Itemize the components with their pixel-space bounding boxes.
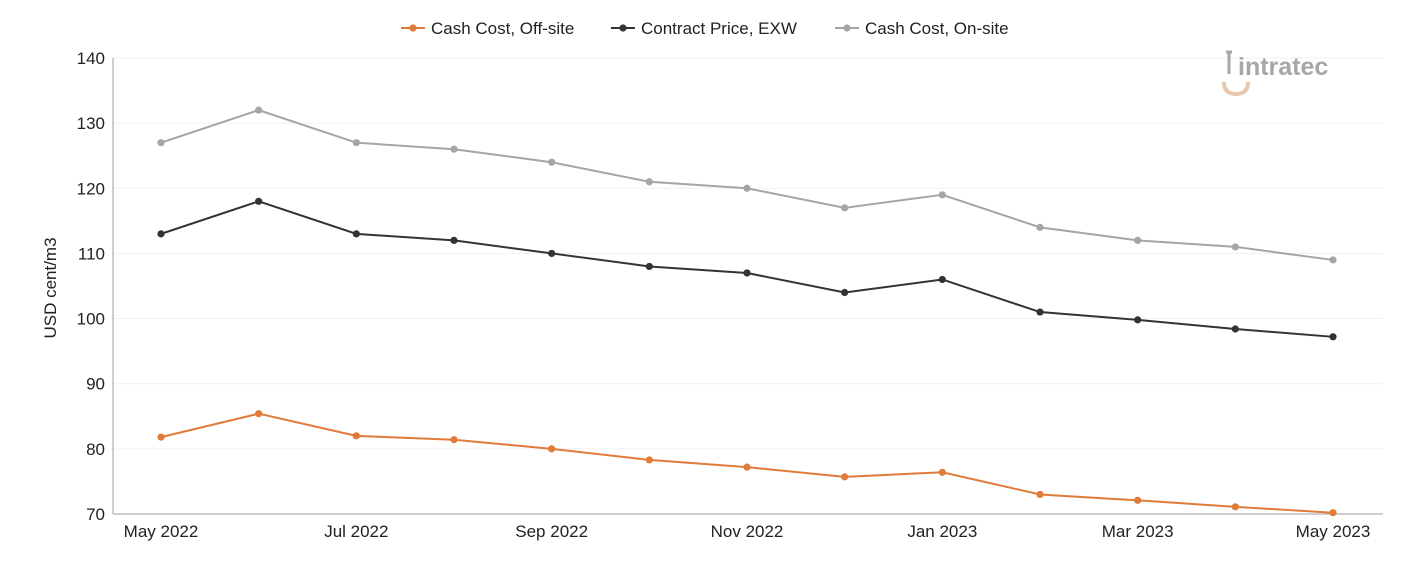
x-tick-label: Jul 2022 xyxy=(324,522,388,541)
data-point xyxy=(548,249,556,258)
data-point xyxy=(548,445,556,453)
x-tick-label: Nov 2022 xyxy=(711,522,784,541)
gridlines xyxy=(113,57,1383,450)
axes xyxy=(112,58,1383,515)
data-point xyxy=(743,463,751,471)
legend-swatch-marker xyxy=(843,24,851,32)
data-point xyxy=(1134,236,1142,244)
data-point xyxy=(255,410,263,418)
y-tick-label: 100 xyxy=(77,310,105,329)
data-point xyxy=(450,236,458,244)
x-tick-label: May 2023 xyxy=(1296,522,1371,541)
x-tick-label: May 2022 xyxy=(124,522,199,541)
data-point xyxy=(450,436,458,444)
data-point xyxy=(450,145,458,153)
series-lines xyxy=(157,106,1337,517)
data-point xyxy=(938,275,946,284)
x-tick-label: Mar 2023 xyxy=(1102,522,1174,541)
series-1 xyxy=(157,197,1337,341)
legend-label: Contract Price, EXW xyxy=(641,19,797,38)
y-tick-label: 70 xyxy=(86,505,105,524)
y-axis-title: USD cent/m3 xyxy=(41,237,60,338)
logo-text: intratec xyxy=(1238,53,1328,81)
data-point xyxy=(548,158,556,166)
data-point xyxy=(1134,496,1142,504)
data-point xyxy=(352,139,360,147)
y-tick-label: 130 xyxy=(77,114,105,133)
legend-item: Contract Price, EXW xyxy=(611,19,797,38)
intratec-logo: intratec xyxy=(1222,50,1328,97)
legend: Cash Cost, Off-site Contract Price, EXW Ca… xyxy=(401,19,1009,38)
data-point xyxy=(743,269,751,277)
data-point xyxy=(841,204,849,212)
data-point xyxy=(1329,509,1337,517)
x-tick-label: Sep 2022 xyxy=(515,522,588,541)
data-point xyxy=(1329,256,1337,264)
data-point xyxy=(645,262,653,271)
y-tick-label: 90 xyxy=(86,375,105,394)
y-tick-label: 110 xyxy=(78,244,105,263)
data-point xyxy=(938,468,946,476)
data-point xyxy=(1231,503,1239,511)
legend-label: Cash Cost, Off-site xyxy=(431,19,574,38)
data-point xyxy=(255,197,263,205)
data-point xyxy=(1036,308,1044,316)
data-point xyxy=(1134,316,1142,324)
data-point xyxy=(645,178,653,186)
data-point xyxy=(938,191,946,199)
data-point xyxy=(352,432,360,440)
data-point xyxy=(1036,223,1044,231)
data-point xyxy=(1329,333,1337,341)
legend-item: Cash Cost, Off-site xyxy=(401,19,574,38)
data-point xyxy=(157,139,165,147)
data-point xyxy=(352,230,360,238)
y-tick-label: 80 xyxy=(86,440,105,459)
data-point xyxy=(1036,490,1044,499)
data-point xyxy=(743,184,751,192)
series-line xyxy=(160,200,1334,338)
data-point xyxy=(255,106,263,114)
x-tick-labels: May 2022 Jul 2022 Sep 2022 Nov 2022 Jan 2023… xyxy=(124,522,1371,541)
series-2 xyxy=(157,106,1337,264)
series-line xyxy=(160,412,1334,514)
legend-item: Cash Cost, On-site xyxy=(835,19,1009,38)
y-tick-labels: 70 80 90 100 110 120 130 140 xyxy=(77,49,105,524)
data-point xyxy=(841,288,849,297)
data-point xyxy=(1231,325,1239,333)
legend-swatch-marker xyxy=(409,24,417,32)
y-tick-label: 120 xyxy=(77,179,105,198)
legend-label: Cash Cost, On-site xyxy=(865,19,1009,38)
data-point xyxy=(157,230,165,238)
series-0 xyxy=(157,410,1337,517)
data-point xyxy=(157,433,165,441)
data-point xyxy=(1231,243,1239,251)
x-tick-label: Jan 2023 xyxy=(907,522,977,541)
data-point xyxy=(841,473,849,481)
y-tick-label: 140 xyxy=(77,49,105,68)
legend-swatch-marker xyxy=(619,24,627,32)
data-point xyxy=(645,456,653,464)
